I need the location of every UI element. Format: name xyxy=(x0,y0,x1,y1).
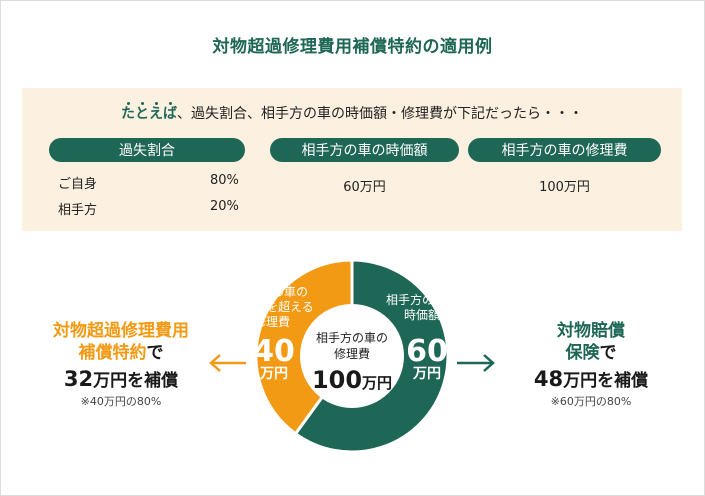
slice-green-label-line2: 時価額 xyxy=(403,308,440,322)
left-amount: 32 xyxy=(63,367,94,391)
left-title-line1: 対物超過修理費用 xyxy=(53,321,189,341)
center-total: 100万円 xyxy=(302,366,402,394)
center-total-number: 100 xyxy=(311,366,363,394)
center-label: 相手方の車の 修理費 xyxy=(302,330,402,362)
right-amount: 48 xyxy=(533,367,564,391)
slice-orange-label-line3: 修理費 xyxy=(253,315,290,329)
intro-emphasis: たとえば xyxy=(121,106,177,122)
fault-ratio-other: 20% xyxy=(210,199,239,214)
slice-orange-number: 40 xyxy=(253,334,295,369)
center-label-line1: 相手方の車の xyxy=(315,331,388,345)
intro-text: たとえば、過失割合、相手方の車の時価額・修理費が下記だったら・・・ xyxy=(22,103,682,123)
right-arrow-icon xyxy=(457,354,495,372)
donut-hole xyxy=(300,304,404,408)
fault-ratio-self: 80% xyxy=(210,173,239,188)
slice-orange-unit: 万円 xyxy=(260,366,288,382)
left-note: ※40万円の80% xyxy=(80,395,162,408)
left-caption: 対物超過修理費用 補償特約で 32万円を補償 ※40万円の80% xyxy=(26,320,216,409)
slice-green-unit: 万円 xyxy=(413,366,441,382)
center-label-line2: 修理費 xyxy=(333,347,370,361)
slice-green-value: 60 万円 xyxy=(403,337,451,382)
slice-green-label-line1: 相手方の車の xyxy=(385,293,458,307)
right-title-colored: 保険 xyxy=(565,343,600,363)
header-repair-cost: 相手方の車の修理費 xyxy=(468,138,661,162)
example-panel: たとえば、過失割合、相手方の車の時価額・修理費が下記だったら・・・ 過失割合 相… xyxy=(22,88,682,231)
right-amount-unit: 万円を補償 xyxy=(563,371,649,391)
center-total-unit: 万円 xyxy=(362,374,393,392)
header-fault-ratio: 過失割合 xyxy=(49,138,245,162)
right-title-plain: で xyxy=(599,343,617,363)
slice-orange-label-line1: 相手方の車の xyxy=(235,285,308,299)
left-title-plain: で xyxy=(146,343,164,363)
market-value-amount: 60万円 xyxy=(343,180,386,195)
slice-green-number: 60 xyxy=(406,334,448,369)
left-arrow-icon xyxy=(209,354,246,372)
right-title-line1: 対物賠償 xyxy=(557,321,625,341)
header-market-value: 相手方の車の時価額 xyxy=(270,138,459,162)
fault-party-other: 相手方 xyxy=(58,203,98,218)
fault-party-self: ご自身 xyxy=(58,177,98,192)
slice-orange-value: 40 万円 xyxy=(252,337,296,382)
page-title: 対物超過修理費用補償特約の適用例 xyxy=(212,37,493,57)
intro-body: 、過失割合、相手方の車の時価額・修理費が下記だったら・・・ xyxy=(177,106,583,122)
slice-orange-label: 相手方の車の 時価額を超える 修理費 xyxy=(216,285,328,330)
slice-green-label: 相手方の車の 時価額 xyxy=(372,293,472,323)
left-amount-unit: 万円を補償 xyxy=(93,371,179,391)
repair-cost-amount: 100万円 xyxy=(539,180,590,195)
right-caption: 対物賠償 保険で 48万円を補償 ※60万円の80% xyxy=(496,320,686,409)
right-note: ※60万円の80% xyxy=(550,395,632,408)
slice-orange-label-line2: 時価額を超える xyxy=(230,300,314,314)
left-title-colored: 補償特約 xyxy=(78,343,147,363)
